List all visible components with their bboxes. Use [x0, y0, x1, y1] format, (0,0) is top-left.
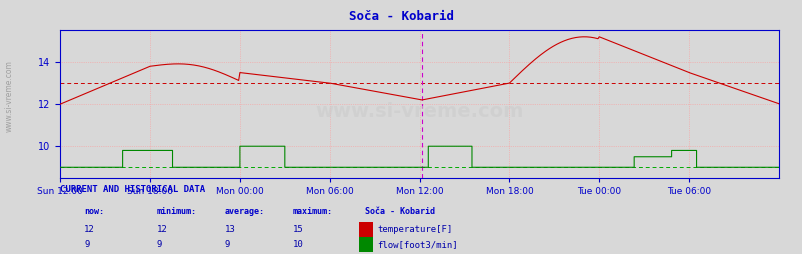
Text: Soča - Kobarid: Soča - Kobarid [365, 207, 435, 216]
Text: 9: 9 [84, 240, 90, 249]
Text: maximum:: maximum: [293, 207, 333, 216]
Text: www.si-vreme.com: www.si-vreme.com [315, 102, 523, 121]
Text: CURRENT AND HISTORICAL DATA: CURRENT AND HISTORICAL DATA [60, 185, 205, 194]
Text: flow[foot3/min]: flow[foot3/min] [377, 240, 457, 249]
Text: www.si-vreme.com: www.si-vreme.com [5, 61, 14, 132]
Text: 12: 12 [156, 225, 167, 234]
Text: 12: 12 [84, 225, 95, 234]
Text: minimum:: minimum: [156, 207, 196, 216]
Text: 9: 9 [225, 240, 230, 249]
Text: temperature[F]: temperature[F] [377, 225, 452, 234]
Text: now:: now: [84, 207, 104, 216]
Text: 9: 9 [156, 240, 162, 249]
Text: average:: average: [225, 207, 265, 216]
Text: 10: 10 [293, 240, 303, 249]
Text: Soča - Kobarid: Soča - Kobarid [349, 10, 453, 23]
Text: 13: 13 [225, 225, 235, 234]
Text: 15: 15 [293, 225, 303, 234]
